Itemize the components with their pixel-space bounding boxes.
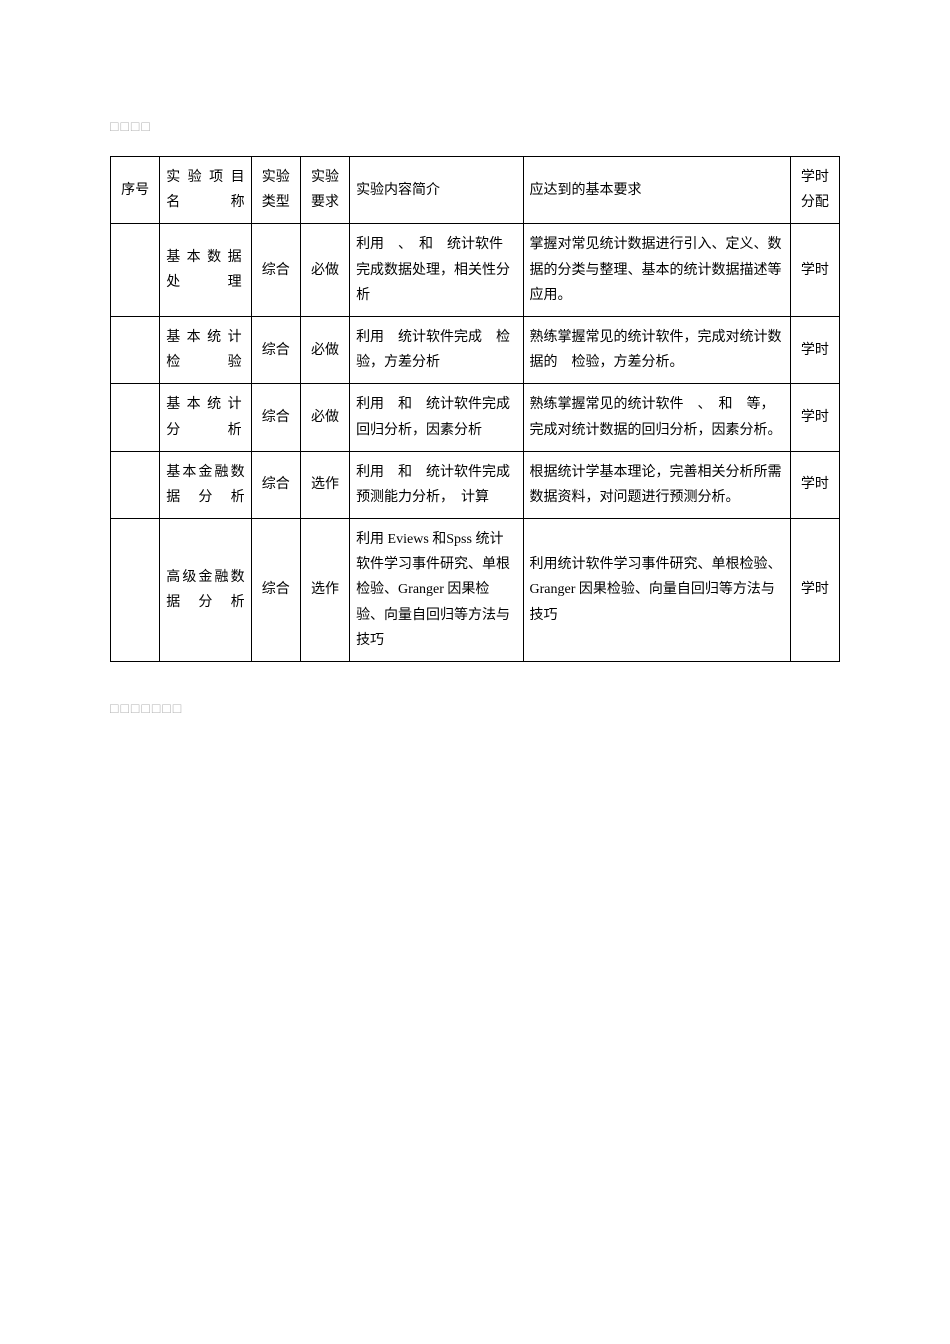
cell-seq — [111, 316, 160, 383]
cell-name: 基本统计分析 — [160, 384, 251, 451]
header-basic: 应达到的基本要求 — [523, 157, 790, 224]
cell-req: 选作 — [300, 451, 349, 518]
header-hours-line1: 学时 — [801, 170, 829, 185]
table-header-row: 序号 实验项目 名称 实验 类型 实验 要求 实验内容简介 应达到的基本要求 学… — [111, 157, 840, 224]
cell-type: 综合 — [251, 316, 300, 383]
cell-name: 高级金融数据分析 — [160, 519, 251, 662]
cell-intro: 利用 Eviews 和Spss 统计软件学习事件研究、单根检验、Granger … — [350, 519, 523, 662]
cell-type: 综合 — [251, 451, 300, 518]
cell-seq — [111, 384, 160, 451]
cell-basic: 利用统计软件学习事件研究、单根检验、Granger 因果检验、向量自回归等方法与… — [523, 519, 790, 662]
cell-basic: 根据统计学基本理论，完善相关分析所需数据资料，对问题进行预测分析。 — [523, 451, 790, 518]
table-row: 基本统计分析 综合 必做 利用 和 统计软件完成回归分析，因素分析 熟练掌握常见… — [111, 384, 840, 451]
header-name: 实验项目 名称 — [160, 157, 251, 224]
cell-name: 基本数据处理 — [160, 224, 251, 317]
cell-type: 综合 — [251, 224, 300, 317]
header-hours-line2: 分配 — [801, 195, 829, 210]
cell-basic: 掌握对常见统计数据进行引入、定义、数据的分类与整理、基本的统计数据描述等应用。 — [523, 224, 790, 317]
experiment-table: 序号 实验项目 名称 实验 类型 实验 要求 实验内容简介 应达到的基本要求 学… — [110, 156, 840, 662]
header-intro: 实验内容简介 — [350, 157, 523, 224]
cell-seq — [111, 451, 160, 518]
table-row: 基本统计检验 综合 必做 利用 统计软件完成 检验，方差分析 熟练掌握常见的统计… — [111, 316, 840, 383]
section-title-top: □□□□ — [110, 120, 840, 136]
header-type: 实验 类型 — [251, 157, 300, 224]
cell-name: 基本统计检验 — [160, 316, 251, 383]
section-title-bottom: □□□□□□□ — [110, 702, 840, 718]
table-row: 高级金融数据分析 综合 选作 利用 Eviews 和Spss 统计软件学习事件研… — [111, 519, 840, 662]
header-req-line2: 要求 — [311, 195, 339, 210]
cell-name: 基本金融数据分析 — [160, 451, 251, 518]
table-body: 基本数据处理 综合 必做 利用 、 和 统计软件完成数据处理，相关性分析 掌握对… — [111, 224, 840, 662]
header-hours: 学时 分配 — [790, 157, 839, 224]
header-name-line2: 名称 — [166, 195, 244, 210]
cell-hours: 学时 — [790, 224, 839, 317]
header-type-line2: 类型 — [262, 195, 290, 210]
cell-req: 必做 — [300, 224, 349, 317]
cell-intro: 利用 统计软件完成 检验，方差分析 — [350, 316, 523, 383]
cell-hours: 学时 — [790, 519, 839, 662]
cell-hours: 学时 — [790, 451, 839, 518]
cell-hours: 学时 — [790, 316, 839, 383]
table-row: 基本金融数据分析 综合 选作 利用 和 统计软件完成预测能力分析， 计算 根据统… — [111, 451, 840, 518]
cell-req: 必做 — [300, 316, 349, 383]
cell-type: 综合 — [251, 519, 300, 662]
cell-req: 必做 — [300, 384, 349, 451]
cell-req: 选作 — [300, 519, 349, 662]
cell-hours: 学时 — [790, 384, 839, 451]
header-seq: 序号 — [111, 157, 160, 224]
table-row: 基本数据处理 综合 必做 利用 、 和 统计软件完成数据处理，相关性分析 掌握对… — [111, 224, 840, 317]
cell-basic: 熟练掌握常见的统计软件 、 和 等，完成对统计数据的回归分析，因素分析。 — [523, 384, 790, 451]
cell-intro: 利用 、 和 统计软件完成数据处理，相关性分析 — [350, 224, 523, 317]
cell-intro: 利用 和 统计软件完成回归分析，因素分析 — [350, 384, 523, 451]
cell-type: 综合 — [251, 384, 300, 451]
header-type-line1: 实验 — [262, 170, 290, 185]
cell-seq — [111, 519, 160, 662]
cell-seq — [111, 224, 160, 317]
header-req-line1: 实验 — [311, 170, 339, 185]
header-req: 实验 要求 — [300, 157, 349, 224]
cell-basic: 熟练掌握常见的统计软件，完成对统计数据的 检验，方差分析。 — [523, 316, 790, 383]
header-name-line1: 实验项目 — [166, 170, 244, 185]
cell-intro: 利用 和 统计软件完成预测能力分析， 计算 — [350, 451, 523, 518]
